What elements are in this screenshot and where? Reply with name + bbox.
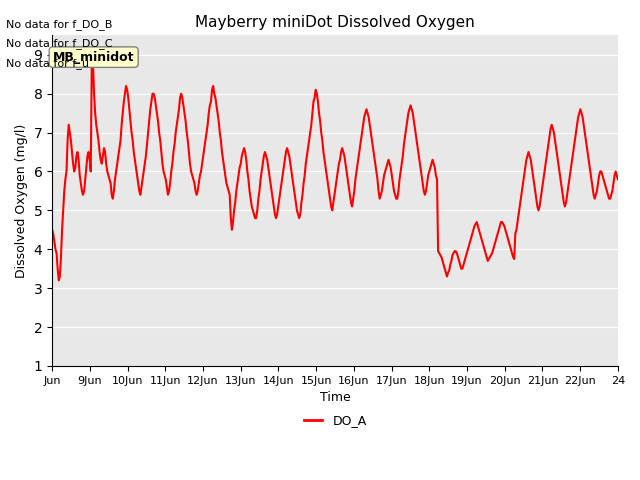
Title: Mayberry miniDot Dissolved Oxygen: Mayberry miniDot Dissolved Oxygen — [195, 15, 475, 30]
Text: No data for f_u: No data for f_u — [6, 58, 90, 69]
Text: MB_minidot: MB_minidot — [53, 50, 134, 64]
Text: No data for f_DO_B: No data for f_DO_B — [6, 19, 113, 30]
Legend: DO_A: DO_A — [298, 409, 371, 432]
Text: No data for f_DO_C: No data for f_DO_C — [6, 38, 113, 49]
Y-axis label: Dissolved Oxygen (mg/l): Dissolved Oxygen (mg/l) — [15, 123, 28, 278]
X-axis label: Time: Time — [319, 391, 350, 404]
